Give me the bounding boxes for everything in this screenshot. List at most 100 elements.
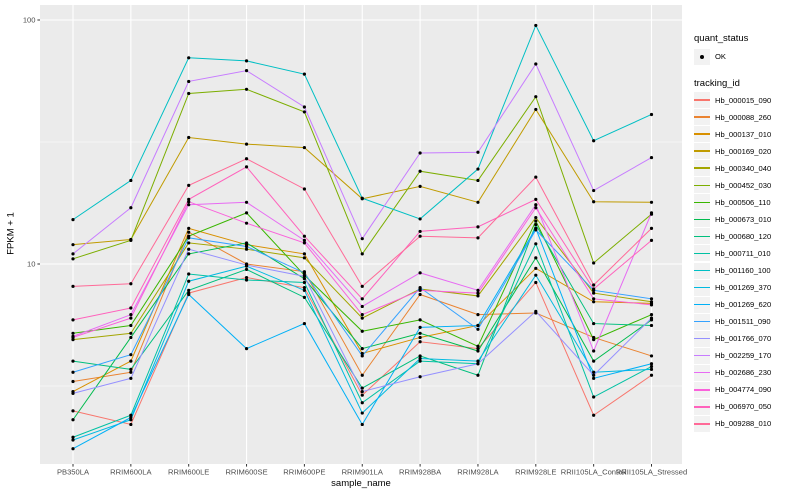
- data-point-Hb_006970_050: [302, 234, 306, 238]
- data-point-Hb_002259_170: [129, 206, 133, 210]
- point-icon: [700, 54, 704, 59]
- data-point-Hb_001511_090: [649, 297, 654, 301]
- legend-item-label: Hb_000506_110: [715, 197, 771, 207]
- legend-item-label: Hb_000015_090: [715, 95, 772, 105]
- line-swatch-icon: [694, 201, 710, 203]
- legend-item-Hb_000137_010: Hb_000137_010: [694, 126, 771, 143]
- data-point-Hb_000340_040: [534, 215, 538, 220]
- data-point-Hb_004774_090: [534, 206, 538, 210]
- data-point-Hb_000137_010: [534, 266, 538, 270]
- data-point-Hb_000169_020: [592, 200, 596, 204]
- legend-key-box: [694, 313, 710, 330]
- x-axis-title: sample_name: [331, 478, 391, 489]
- data-point-Hb_000506_110: [592, 337, 596, 342]
- legend-item-label: Hb_000340_040: [715, 163, 772, 173]
- data-point-Hb_001269_370: [592, 370, 596, 374]
- data-point-Hb_000169_020: [418, 184, 422, 188]
- data-point-Hb_000680_120: [302, 295, 306, 299]
- data-point-Hb_000711_010: [418, 359, 422, 363]
- data-point-Hb_000506_110: [649, 313, 654, 317]
- legend-key-box: [694, 347, 710, 364]
- data-point-Hb_000452_030: [129, 238, 133, 242]
- data-point-Hb_004774_090: [360, 313, 364, 317]
- data-point-Hb_000088_260: [418, 292, 422, 297]
- data-point-Hb_000680_120: [534, 223, 538, 227]
- data-point-Hb_000088_260: [649, 354, 654, 358]
- data-point-Hb_009288_010: [360, 284, 364, 288]
- data-point-Hb_001160_100: [534, 23, 538, 28]
- legend-key-box: [694, 177, 710, 194]
- data-point-Hb_000680_120: [244, 267, 249, 272]
- data-point-Hb_000711_010: [592, 395, 596, 399]
- data-point-Hb_000680_120: [360, 386, 364, 390]
- data-point-Hb_000711_010: [360, 401, 364, 405]
- legend-item-label: OK: [715, 52, 726, 61]
- data-point-Hb_000506_110: [534, 219, 538, 223]
- legend-key-box: [694, 48, 710, 65]
- legend-item-Hb_000711_010: Hb_000711_010: [694, 245, 771, 262]
- data-point-Hb_002259_170: [649, 155, 654, 160]
- legend-key-box: [694, 398, 710, 415]
- data-point-Hb_001766_070: [360, 389, 364, 394]
- data-point-Hb_006970_050: [418, 229, 422, 234]
- line-swatch-icon: [694, 218, 710, 221]
- data-point-Hb_001160_100: [418, 217, 422, 221]
- data-point-Hb_002259_170: [592, 188, 596, 193]
- legend-item-Hb_002686_230: Hb_002686_230: [694, 364, 771, 381]
- data-point-Hb_000088_260: [476, 313, 480, 317]
- line-swatch-icon: [694, 269, 710, 272]
- x-tick-label: RRIM600SE: [225, 468, 267, 477]
- legend-item-Hb_000015_090: Hb_000015_090: [694, 92, 771, 109]
- data-point-Hb_009288_010: [71, 284, 75, 288]
- legend-key-box: [694, 109, 710, 126]
- data-point-Hb_004774_090: [71, 335, 75, 340]
- data-point-Hb_000015_090: [534, 280, 538, 285]
- line-swatch-icon: [694, 252, 710, 255]
- data-point-Hb_001160_100: [129, 178, 133, 183]
- data-point-Hb_000680_120: [418, 354, 422, 358]
- data-point-Hb_000015_090: [360, 393, 364, 397]
- data-point-Hb_001269_370: [302, 288, 306, 292]
- data-point-Hb_001269_620: [187, 292, 191, 297]
- line-swatch-icon: [694, 355, 710, 357]
- y-axis-title: FPKM + 1: [5, 212, 17, 255]
- data-point-Hb_004774_090: [187, 200, 191, 204]
- legend-item-Hb_001511_090: Hb_001511_090: [694, 313, 771, 330]
- data-point-Hb_001269_370: [71, 438, 75, 442]
- data-point-Hb_004774_090: [592, 297, 596, 301]
- data-point-Hb_000340_040: [476, 294, 480, 298]
- data-point-Hb_002686_230: [302, 238, 306, 242]
- data-point-Hb_000015_090: [418, 340, 422, 344]
- data-point-Hb_001269_370: [476, 359, 480, 363]
- data-point-Hb_001511_090: [129, 353, 133, 357]
- legend-item-Hb_000506_110: Hb_000506_110: [694, 194, 771, 211]
- data-point-Hb_002686_230: [592, 349, 596, 353]
- data-point-Hb_000711_010: [187, 272, 191, 276]
- data-point-Hb_001766_070: [649, 316, 654, 320]
- data-point-Hb_001766_070: [534, 309, 538, 313]
- data-point-Hb_000137_010: [418, 335, 422, 340]
- legend-item-Hb_001269_370: Hb_001269_370: [694, 279, 771, 296]
- data-point-Hb_000452_030: [187, 91, 191, 96]
- data-point-Hb_001269_620: [360, 422, 364, 427]
- data-point-Hb_000452_030: [244, 87, 249, 91]
- data-point-Hb_001160_100: [649, 112, 654, 117]
- line-swatch-icon: [694, 184, 710, 186]
- data-point-Hb_004774_090: [476, 291, 480, 295]
- x-tick-label: RRII105LA_Control: [561, 468, 627, 477]
- data-point-Hb_000015_090: [302, 286, 306, 290]
- legend-key-box: [694, 279, 710, 296]
- data-point-Hb_001511_090: [476, 327, 480, 331]
- data-point-Hb_001766_070: [187, 247, 191, 251]
- data-point-Hb_009288_010: [534, 175, 538, 179]
- data-point-Hb_006970_050: [71, 318, 75, 322]
- legend-title-quant-status: quant_status: [694, 33, 749, 44]
- legend-item-label: Hb_001269_370: [715, 283, 772, 293]
- data-point-Hb_001511_090: [187, 236, 191, 240]
- data-point-Hb_002686_230: [129, 313, 133, 317]
- data-point-Hb_000088_260: [360, 373, 364, 377]
- legend-item-label: Hb_002686_230: [715, 368, 772, 378]
- data-point-Hb_001269_620: [476, 323, 480, 328]
- data-point-Hb_009288_010: [592, 283, 596, 287]
- data-point-Hb_001766_070: [418, 375, 422, 379]
